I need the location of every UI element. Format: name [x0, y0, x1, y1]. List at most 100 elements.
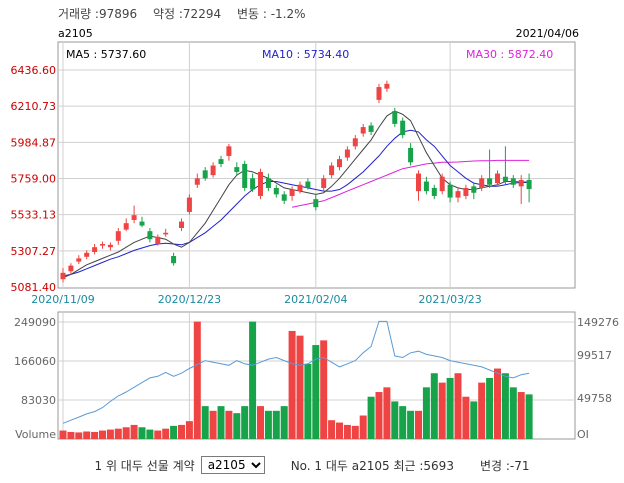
volume-bar [501, 373, 509, 439]
volume-bar [209, 410, 217, 439]
volume-bar [280, 406, 288, 439]
candle-body [321, 178, 327, 188]
candle-body [68, 265, 74, 272]
oi-tick-label: 99517 [577, 349, 612, 362]
volume-bar [320, 340, 328, 439]
candle-body [344, 149, 350, 158]
footer-bar: 1 위 대두 선물 계약 a2105 No. 1 대두 a2105 최근 :56… [0, 456, 624, 474]
candle-body [502, 176, 508, 182]
volume-bar [517, 392, 525, 439]
candle-body [265, 178, 271, 188]
volume-bar [193, 321, 201, 439]
candle-body [194, 178, 200, 185]
candle-body [210, 165, 216, 176]
candle-body [400, 120, 406, 136]
volume-bar [130, 424, 138, 439]
contract-label: 1 위 대두 선물 계약 [94, 458, 195, 473]
volume-bar [185, 421, 193, 439]
candle-body [431, 187, 437, 196]
volume-bar [288, 330, 296, 439]
candle-body [447, 184, 453, 198]
candle-body [218, 159, 224, 164]
volume-tick-label: 249090 [14, 316, 56, 329]
volume-bar [328, 420, 336, 439]
candle-body [147, 231, 153, 240]
candle-body [60, 272, 66, 280]
volume-bar [257, 406, 264, 439]
volume-bar [454, 373, 462, 439]
volume-bar [217, 406, 225, 439]
candle-body [329, 165, 335, 176]
volume-bar [304, 363, 312, 439]
volume-bar [422, 387, 430, 439]
candle-body [297, 184, 303, 192]
latest-info: No. 1 대두 a2105 최근 :5693 [290, 458, 454, 473]
candle-body [455, 191, 461, 198]
candle-body [202, 170, 208, 179]
volume-bar [391, 401, 399, 439]
candle-body [258, 171, 263, 196]
change-info: 변경 :-71 [479, 458, 530, 473]
contract-select[interactable]: a2105 [200, 456, 265, 474]
volume-bar [430, 373, 438, 439]
legend-ma10: MA10 : 5734.40 [262, 48, 349, 61]
price-tick-label: 5984.87 [11, 136, 57, 149]
volume-bar [233, 413, 241, 439]
price-tick-label: 6210.73 [11, 100, 57, 113]
volume-bar [114, 428, 122, 439]
price-tick-label: 6436.60 [11, 64, 57, 77]
volume-bar [478, 382, 486, 439]
volume-bar [407, 410, 415, 439]
candle-body [384, 83, 390, 89]
volume-bar [162, 428, 170, 439]
volume-bar [241, 406, 249, 439]
volume-bar [106, 429, 114, 439]
chart-date: 2021/04/06 [515, 27, 579, 40]
candle-body [100, 243, 105, 246]
legend-ma30: MA30 : 5872.40 [466, 48, 553, 61]
candle-body [186, 197, 192, 212]
price-tick-label: 5533.13 [11, 209, 57, 222]
oi-tick-label: 49758 [577, 392, 612, 405]
candle-body [368, 125, 374, 132]
date-tick-label: 2020/12/23 [158, 293, 221, 306]
candle-body [479, 178, 485, 188]
volume-bar [367, 396, 375, 439]
volume-bar [438, 382, 446, 439]
volume-bar [146, 429, 154, 439]
candle-body [226, 146, 232, 156]
volume-bar [525, 394, 533, 439]
volume-axis-label: Volume [15, 428, 56, 441]
candle-body [242, 163, 248, 188]
stats-line: 거래량 :97896 약정 :72294 변동 : -1.2% [58, 5, 318, 22]
volume-bar [272, 410, 280, 439]
volume-tick-label: 166060 [14, 355, 56, 368]
legend-ma5: MA5 : 5737.60 [66, 48, 146, 61]
candle-body [131, 215, 137, 220]
volume-bar [399, 406, 407, 439]
volume-bar [415, 410, 422, 439]
price-tick-label: 5307.27 [11, 245, 57, 258]
candle-body [273, 187, 279, 195]
change-stat: 변동 : -1.2% [236, 7, 306, 21]
candle-body [305, 181, 311, 188]
volume-bar [336, 422, 343, 439]
volume-bar [486, 377, 494, 439]
candle-body [510, 178, 516, 185]
volume-bar [509, 387, 517, 439]
volume-bar [359, 415, 367, 439]
price-tick-label: 5759.00 [11, 173, 57, 186]
candle-body [416, 173, 421, 192]
candle-body [471, 186, 477, 193]
volume-bar [83, 431, 91, 439]
volume-bar [343, 424, 351, 439]
candle-body [463, 187, 469, 196]
oi-axis-label: OI [577, 428, 589, 441]
open-interest-stat: 약정 :72294 [152, 7, 222, 21]
volume-bar [249, 321, 257, 439]
volume-bar [494, 368, 501, 439]
volume-bar [201, 406, 209, 439]
volume-bar [470, 401, 478, 439]
candle-body [487, 178, 493, 185]
volume-bar [154, 430, 162, 439]
